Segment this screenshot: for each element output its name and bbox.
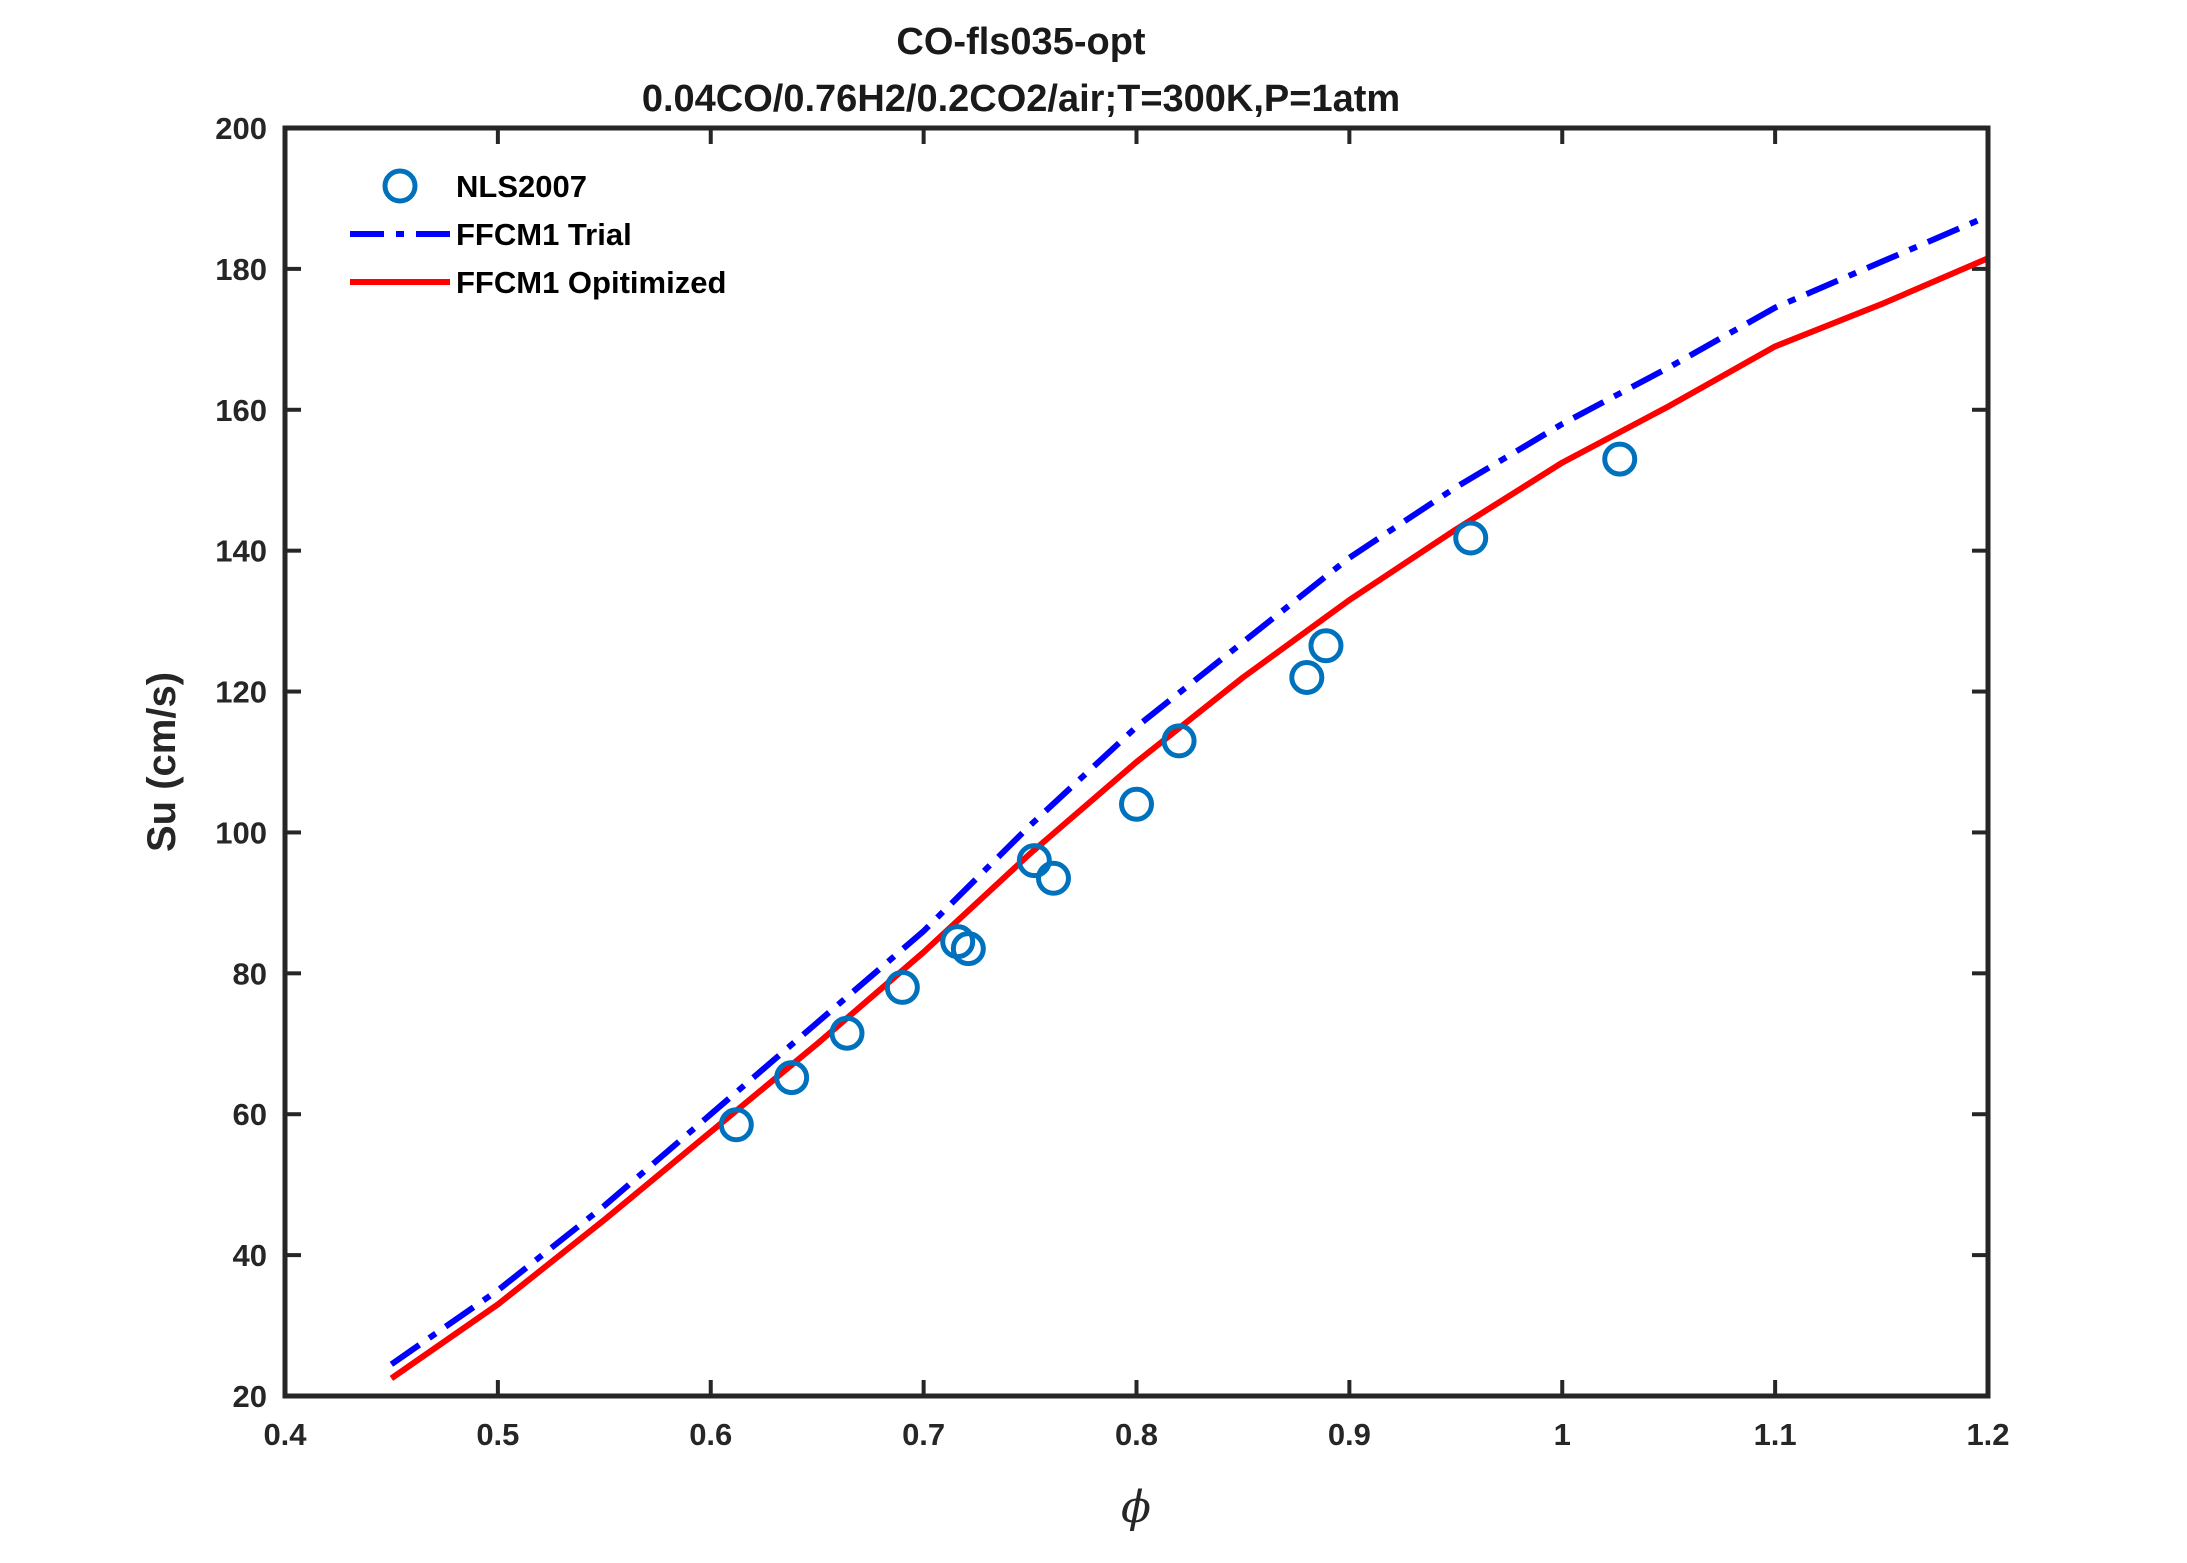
nls2007-data-point [1035, 860, 1071, 896]
nls2007-data-point [1119, 786, 1154, 822]
series-layer [389, 213, 1990, 1381]
nls2007-data-point [950, 931, 986, 967]
y-axis-label: Su (cm/s) [140, 672, 184, 852]
x-tick-label: 0.7 [902, 1417, 945, 1452]
nls2007-data-point [1289, 659, 1325, 695]
x-axis-label: ϕ [1121, 1482, 1151, 1533]
x-tick-label: 0.5 [476, 1417, 519, 1452]
x-tick-label: 0.8 [1115, 1417, 1158, 1452]
x-tick-label: 1 [1554, 1417, 1571, 1452]
y-tick-label: 80 [233, 956, 267, 991]
legend: NLS2007 FFCM1 Trial FFCM1 Opitimized [350, 168, 726, 300]
x-tick-label: 1.2 [1966, 1417, 2009, 1452]
y-tick-label: 40 [233, 1238, 267, 1273]
legend-label: FFCM1 Trial [456, 217, 632, 252]
legend-marker-nls2007 [382, 168, 418, 204]
nls2007-data-point [884, 969, 920, 1005]
y-tick-label: 60 [233, 1097, 267, 1132]
nls2007-data-point [1308, 628, 1344, 664]
x-tick-label: 0.4 [263, 1417, 307, 1452]
y-axis-ticks: 20 40 60 80 100 120 140 160 180 200 [215, 111, 1988, 1414]
x-axis-ticks: 0.4 0.5 0.6 0.7 0.8 0.9 1 1.1 1.2 [263, 128, 2010, 1452]
ffcm1-trial-line [389, 213, 1990, 1367]
y-tick-label: 200 [215, 111, 267, 146]
y-tick-label: 180 [215, 252, 267, 287]
nls2007-data-point [1453, 520, 1489, 556]
plot-frame [282, 125, 1991, 1399]
nls2007-data-point [774, 1060, 810, 1096]
nls2007-data-point [718, 1107, 754, 1143]
x-tick-label: 0.9 [1328, 1417, 1371, 1452]
y-tick-label: 20 [233, 1379, 267, 1414]
legend-label: FFCM1 Opitimized [456, 265, 726, 300]
chart-subtitle: 0.04CO/0.76H2/0.2CO2/air;T=300K,P=1atm [642, 78, 1400, 120]
nls2007-data-point [1161, 723, 1197, 759]
legend-label: NLS2007 [456, 169, 587, 204]
y-tick-label: 140 [215, 534, 267, 569]
nls2007-data-point [829, 1015, 865, 1051]
y-tick-label: 100 [215, 815, 267, 850]
nls2007-data-point [1016, 843, 1052, 879]
nls2007-data-point [1602, 441, 1638, 477]
y-tick-label: 160 [215, 393, 267, 428]
x-tick-label: 1.1 [1754, 1417, 1797, 1452]
x-tick-label: 0.6 [689, 1417, 732, 1452]
y-tick-label: 120 [215, 675, 267, 710]
ffcm1-opitimized-line [389, 255, 1990, 1381]
chart-title: CO-fls035-opt [896, 21, 1145, 63]
